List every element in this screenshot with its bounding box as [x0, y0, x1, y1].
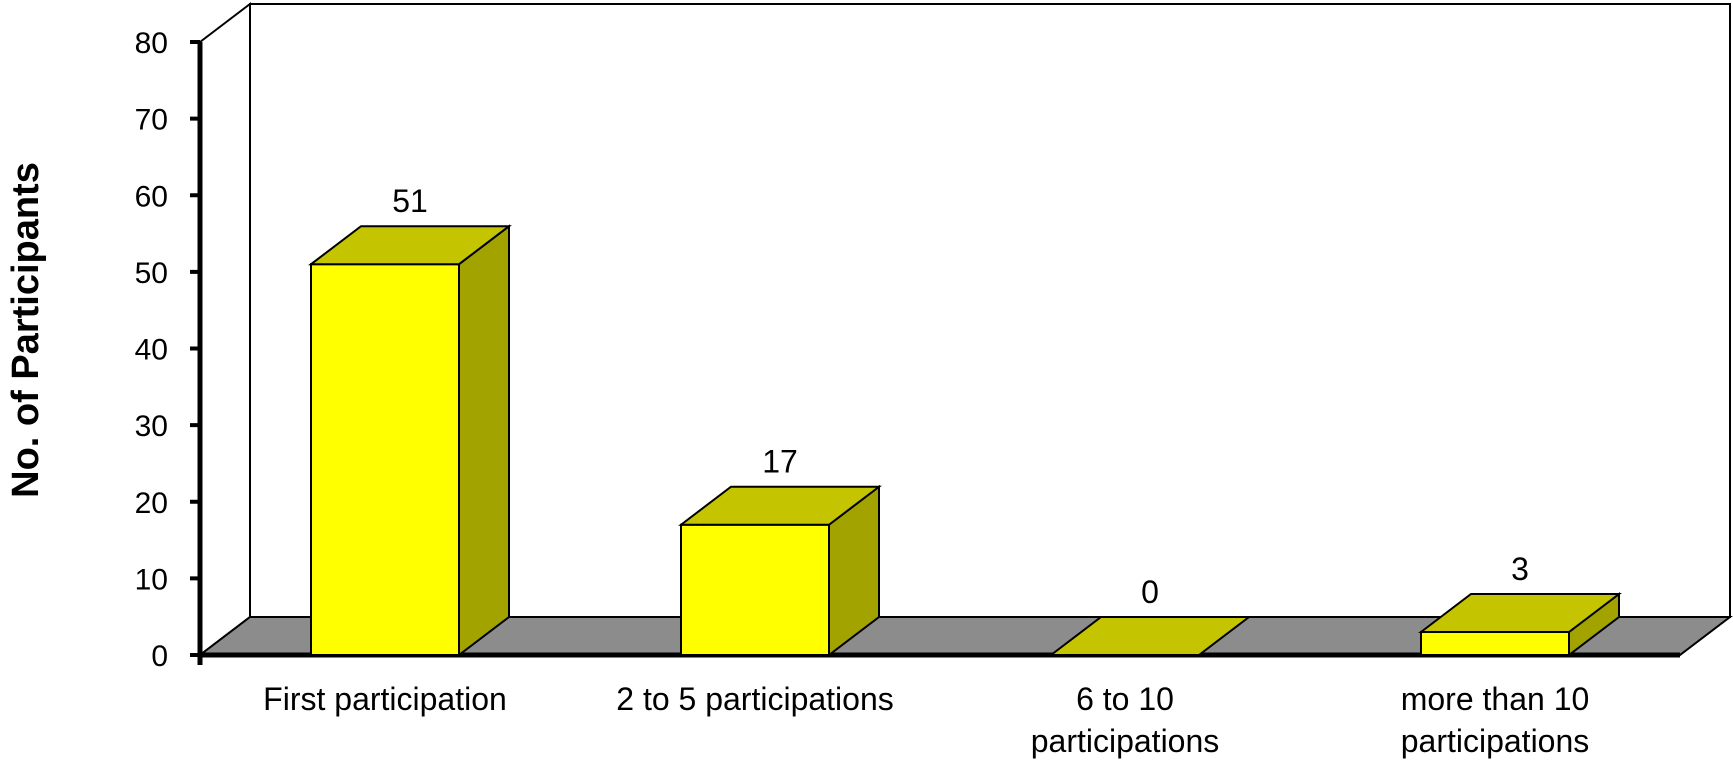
labels: 51 First participation 17 2 to 5 participat…	[263, 183, 1589, 759]
bars	[308, 224, 1622, 658]
y-tick-label: 10	[135, 563, 168, 596]
data-label: 17	[762, 444, 798, 480]
y-tick-label: 30	[135, 410, 168, 443]
y-tick-label: 40	[135, 334, 168, 367]
y-tick-label: 20	[135, 487, 168, 520]
category-label: more than 10 participations	[1401, 681, 1590, 759]
category-label: 2 to 5 participations	[616, 681, 894, 717]
y-tick-label: 60	[135, 180, 168, 213]
category-label-line: First participation	[263, 681, 507, 717]
bar	[1048, 616, 1252, 656]
category-label: 6 to 10 participations	[1031, 681, 1220, 759]
y-axis: 0 10 20 30 40 50 60 70 80	[135, 27, 203, 673]
bar-front	[310, 263, 460, 656]
y-tick-label: 70	[135, 104, 168, 137]
side-wall	[199, 1, 251, 658]
bar-front	[680, 523, 830, 656]
category-label-line: participations	[1031, 723, 1220, 759]
y-tick-label: 80	[135, 27, 168, 60]
bar-top	[1418, 593, 1622, 634]
data-label: 0	[1141, 574, 1159, 610]
bar-top	[1048, 616, 1252, 656]
bar	[1418, 591, 1622, 658]
bar	[308, 224, 512, 658]
category-label-line: 2 to 5 participations	[616, 681, 894, 717]
category-label-line: 6 to 10	[1076, 681, 1174, 717]
bar-top	[678, 485, 882, 526]
y-tick-label: 50	[135, 257, 168, 290]
bar-side	[458, 224, 510, 658]
category-label: First participation	[263, 681, 507, 717]
bar	[678, 484, 882, 658]
plot-back-walls	[199, 1, 1731, 658]
y-axis-title: No. of Participants	[5, 162, 47, 498]
data-label: 51	[392, 183, 428, 219]
bar-front	[1420, 631, 1570, 657]
category-label-line: participations	[1401, 723, 1590, 759]
data-label: 3	[1511, 551, 1529, 587]
bar-top	[308, 225, 512, 266]
y-tick-label: 0	[151, 640, 168, 673]
category-label-line: more than 10	[1401, 681, 1590, 717]
